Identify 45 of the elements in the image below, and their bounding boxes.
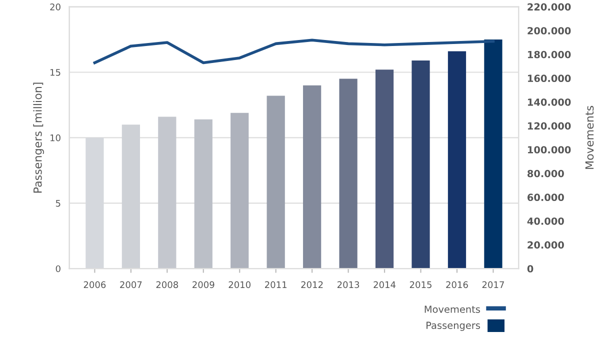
bar	[412, 60, 430, 269]
y2-tick-label: 80.000	[528, 170, 564, 178]
y2-axis-title: Movements	[585, 106, 594, 169]
y-tick-label: 20	[50, 4, 60, 10]
y2-tick-label: 220.000	[528, 3, 571, 11]
x-tick-label: 2012	[301, 281, 323, 288]
y2-tick-label: 20.000	[528, 241, 564, 249]
bar	[484, 40, 502, 269]
y-tick-label: 10	[50, 134, 60, 142]
x-tick-label: 2014	[374, 281, 396, 288]
y-tick-label: 15	[50, 69, 60, 76]
line-series	[93, 38, 495, 64]
x-tick-label: 2010	[228, 281, 251, 288]
bar	[339, 78, 358, 269]
x-tick-label: 2008	[156, 281, 178, 288]
y2-tick-label: 200.000	[528, 27, 571, 34]
x-tick-label: 2006	[84, 281, 106, 288]
y-tick-label: 0	[56, 265, 60, 272]
bar	[158, 116, 176, 269]
y-axis-title: Passengers [million]	[33, 82, 44, 193]
bar	[230, 112, 249, 269]
bar	[375, 70, 394, 269]
x-tick-label: 2011	[265, 281, 286, 288]
bar	[194, 119, 212, 269]
bar	[122, 124, 140, 269]
y2-tick-label: 40.000	[527, 217, 564, 225]
y2-tick-label: 160.000	[528, 74, 571, 82]
x-tick-label: 2016	[446, 281, 468, 288]
y2-tick-label: 140.000	[528, 98, 571, 106]
bar	[266, 96, 285, 269]
x-tick-label: 2015	[410, 281, 432, 288]
x-tick-label: 2013	[337, 281, 360, 288]
y2-tick-label: 60.000	[528, 194, 564, 202]
y2-tick-label: 0	[527, 265, 534, 272]
y2-tick-label: 120.000	[528, 122, 571, 130]
bar	[448, 51, 466, 269]
x-tick-label: 2007	[120, 281, 142, 288]
legend-label: Movements	[424, 306, 480, 313]
y2-tick-label: 180.000	[528, 50, 571, 58]
bar	[303, 85, 322, 269]
x-tick-label: 2017	[482, 281, 504, 288]
y-tick-label: 5	[56, 200, 60, 207]
x-tick-label: 2009	[192, 281, 214, 288]
legend-label: Passengers	[426, 322, 480, 331]
y2-tick-label: 100.000	[528, 146, 571, 154]
